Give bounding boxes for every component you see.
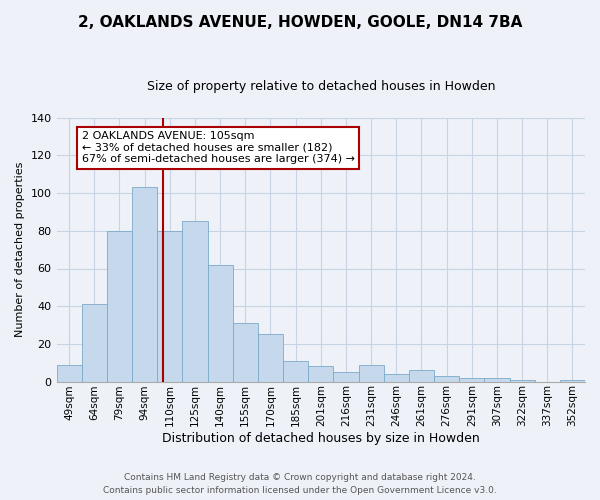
Bar: [434, 376, 459, 382]
Bar: [132, 188, 157, 382]
Bar: [383, 374, 409, 382]
Title: Size of property relative to detached houses in Howden: Size of property relative to detached ho…: [146, 80, 495, 93]
Bar: [409, 370, 434, 382]
Bar: [107, 231, 132, 382]
Bar: [283, 361, 308, 382]
Bar: [157, 231, 182, 382]
Text: 2 OAKLANDS AVENUE: 105sqm
← 33% of detached houses are smaller (182)
67% of semi: 2 OAKLANDS AVENUE: 105sqm ← 33% of detac…: [82, 131, 355, 164]
Bar: [560, 380, 585, 382]
Bar: [258, 334, 283, 382]
Text: Contains HM Land Registry data © Crown copyright and database right 2024.
Contai: Contains HM Land Registry data © Crown c…: [103, 474, 497, 495]
Bar: [459, 378, 484, 382]
Bar: [182, 222, 208, 382]
Y-axis label: Number of detached properties: Number of detached properties: [15, 162, 25, 338]
Bar: [56, 364, 82, 382]
Bar: [308, 366, 334, 382]
Text: 2, OAKLANDS AVENUE, HOWDEN, GOOLE, DN14 7BA: 2, OAKLANDS AVENUE, HOWDEN, GOOLE, DN14 …: [78, 15, 522, 30]
Bar: [509, 380, 535, 382]
Bar: [233, 323, 258, 382]
X-axis label: Distribution of detached houses by size in Howden: Distribution of detached houses by size …: [162, 432, 479, 445]
Bar: [359, 364, 383, 382]
Bar: [208, 264, 233, 382]
Bar: [334, 372, 359, 382]
Bar: [484, 378, 509, 382]
Bar: [82, 304, 107, 382]
